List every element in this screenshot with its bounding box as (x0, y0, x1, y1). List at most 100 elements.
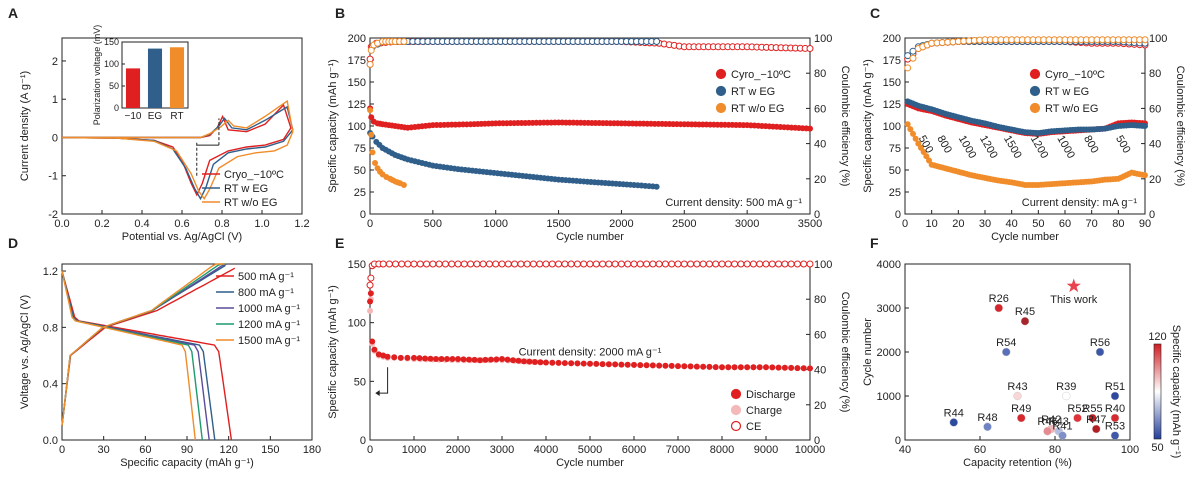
discharge-curve (61, 270, 203, 441)
rate-label: 800 (934, 134, 954, 156)
rate-label: 500 (916, 134, 936, 156)
x-tick-label: 40 (899, 444, 911, 456)
discharge-marker (549, 359, 556, 366)
point-label: R47 (1086, 414, 1106, 426)
reference-marker (1058, 431, 1067, 440)
discharge-marker (637, 362, 644, 369)
y-right-tick-label: 60 (814, 329, 826, 341)
discharge-marker (521, 358, 527, 365)
this-work-marker (1066, 278, 1081, 293)
discharge-marker (568, 360, 575, 367)
capacity-marker (368, 131, 375, 138)
reference-marker (1043, 426, 1052, 436)
legend-label: 1200 mA g⁻¹ (238, 319, 300, 331)
y-tick-label: 150 (348, 259, 366, 271)
ce-marker (781, 260, 789, 268)
discharge-marker (532, 358, 538, 365)
x-tick-label: 3500 (798, 218, 822, 230)
y-tick-label: 175 (348, 55, 366, 67)
discharge-marker (504, 356, 511, 363)
discharge-marker (769, 364, 776, 371)
ce-marker (630, 260, 638, 268)
y-tick-label: 0 (895, 209, 901, 221)
discharge-marker (649, 362, 656, 369)
capacity-marker (400, 181, 407, 188)
reference-marker (1017, 413, 1026, 423)
discharge-marker (543, 359, 549, 366)
y-tick-label: 0 (360, 209, 366, 221)
discharge-marker (580, 360, 587, 367)
panel-label: F (870, 235, 879, 251)
y-right-tick-label: 20 (1149, 174, 1161, 186)
point-label: This work (1050, 294, 1098, 306)
reference-marker (1088, 413, 1097, 423)
point-label: R44 (944, 407, 964, 419)
discharge-curve (61, 270, 210, 441)
ce-marker (567, 260, 575, 268)
capacity-marker (807, 125, 813, 132)
ce-marker (561, 260, 569, 268)
x-tick-label: 80 (1112, 218, 1124, 230)
discharge-marker (643, 362, 650, 369)
y-right-tick-label: 80 (814, 294, 826, 306)
legend-label: 800 mA g⁻¹ (238, 287, 294, 299)
rate-label: 1500 (1001, 134, 1024, 161)
ce-marker (687, 260, 695, 268)
discharge-marker (744, 364, 751, 371)
discharge-marker (404, 354, 411, 361)
ce-marker (1141, 36, 1149, 44)
x-tick-label: 150 (261, 444, 279, 456)
charge-curve (61, 263, 225, 426)
discharge-marker (438, 356, 445, 363)
discharge-marker (460, 356, 467, 363)
discharge-marker (605, 361, 612, 368)
panel-d-charge-discharge-chart: D 0 30 60 90 120 150 180 0.0 0.4 0.8 1.2 Specific ca… (8, 235, 321, 469)
discharge-marker (731, 364, 738, 371)
ce-marker (479, 260, 487, 268)
y-tick-label: 125 (348, 99, 366, 111)
discharge-marker (488, 356, 494, 363)
discharge-marker (555, 359, 562, 366)
current-density-annotation: Current density: 2000 mA g⁻¹ (519, 347, 662, 359)
y-right-axis-label: Coulombic efficiency (%) (839, 292, 851, 413)
legend-label: RT w EG (1045, 86, 1089, 98)
discharge-marker (367, 290, 374, 297)
discharge-marker (587, 360, 593, 367)
ce-marker (636, 260, 644, 268)
ce-marker (806, 260, 814, 268)
legend-swatch (1029, 102, 1041, 114)
panel-label: D (8, 235, 18, 251)
discharge-marker (371, 346, 378, 353)
capacity-marker (372, 159, 379, 166)
ce-marker (605, 260, 613, 268)
ce-marker (617, 260, 625, 268)
rate-label: 500 (1113, 134, 1133, 156)
x-tick-label: 90 (181, 444, 193, 456)
rate-label: 1000 (1054, 134, 1077, 161)
x-tick-label: 8000 (710, 444, 734, 456)
legend-swatch (730, 404, 742, 416)
ce-marker (624, 260, 632, 268)
panel-c-cycling-chart: C0 10 20 30 40 50 60 70 80 9002550751001251501752… (862, 5, 1186, 243)
ce-marker (400, 38, 408, 46)
reference-marker (1062, 391, 1071, 401)
legend-swatch (1029, 68, 1041, 80)
discharge-marker (384, 353, 391, 360)
ce-marker (517, 260, 525, 268)
y-right-tick-label: 100 (814, 33, 832, 45)
discharge-marker (807, 365, 813, 372)
reference-marker (1095, 347, 1105, 357)
point-label: R49 (1011, 403, 1031, 415)
x-tick-label: 7000 (666, 444, 690, 456)
ce-marker (536, 260, 544, 268)
y-tick-label: 50 (889, 165, 901, 177)
panel-b-cycling-chart: B0 500 1000 1500 2000 2500 3000 350002550751001… (327, 5, 851, 243)
discharge-marker (693, 363, 700, 370)
legend-label: Cryo_−10ºC (224, 169, 284, 181)
y-tick-label: 0.4 (43, 379, 58, 391)
y-right-tick-label: 20 (814, 174, 826, 186)
y-tick-label: -2 (48, 209, 58, 221)
discharge-curve (61, 270, 196, 441)
y-tick-label: 100 (348, 318, 366, 330)
